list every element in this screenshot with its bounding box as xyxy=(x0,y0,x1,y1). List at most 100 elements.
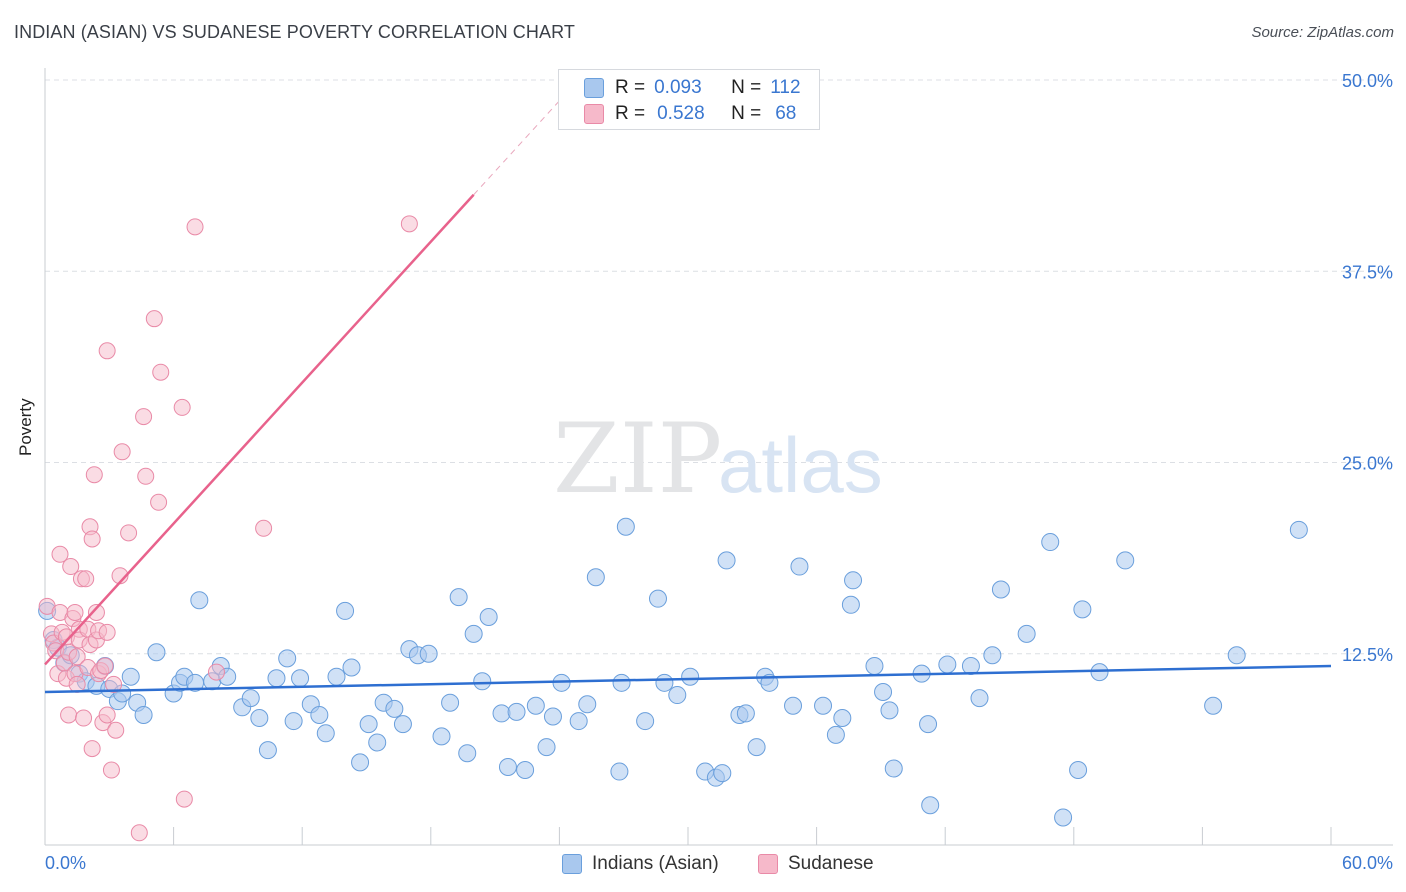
n-label: N = xyxy=(731,77,762,98)
point-indians xyxy=(419,644,438,663)
point-indians xyxy=(492,704,511,723)
point-indians xyxy=(284,712,303,731)
point-indians xyxy=(681,667,700,686)
point-indians xyxy=(543,707,562,726)
point-sudanese xyxy=(173,398,191,416)
point-indians xyxy=(1090,663,1109,682)
point-indians xyxy=(1116,551,1135,570)
point-indians xyxy=(736,704,755,723)
watermark-zip: ZIP xyxy=(553,403,722,515)
swatch-sudanese-icon xyxy=(584,104,604,124)
point-indians xyxy=(880,701,899,720)
point-sudanese xyxy=(105,675,123,693)
point-indians xyxy=(1227,646,1246,665)
y-tick-label: 12.5% xyxy=(1342,645,1393,665)
point-sudanese xyxy=(85,466,103,484)
watermark-atlas: atlas xyxy=(718,421,883,509)
point-indians xyxy=(385,699,404,718)
trendline-sudanese xyxy=(44,193,475,666)
point-indians xyxy=(826,725,845,744)
point-indians xyxy=(351,753,370,772)
point-indians xyxy=(393,715,412,734)
point-indians xyxy=(1069,761,1088,780)
point-indians xyxy=(636,712,655,731)
point-indians xyxy=(291,669,310,688)
legend-label-indians: Indians (Asian) xyxy=(592,853,719,874)
point-indians xyxy=(1017,624,1036,643)
point-indians xyxy=(747,738,766,757)
r-label: R = xyxy=(615,103,646,124)
point-indians xyxy=(668,686,687,705)
y-tick-label: 37.5% xyxy=(1342,262,1393,282)
legend-label-sudanese: Sudanese xyxy=(788,853,874,874)
point-indians xyxy=(991,580,1010,599)
point-indians xyxy=(278,649,297,668)
point-indians xyxy=(498,757,517,776)
point-indians xyxy=(833,709,852,728)
swatch-indians-icon xyxy=(584,78,604,98)
point-indians xyxy=(336,601,355,620)
x-tick-label-min: 0.0% xyxy=(45,853,86,873)
r-value-indians: 0.093 xyxy=(654,77,702,98)
watermark: ZIP atlas xyxy=(553,403,883,515)
point-indians xyxy=(250,709,269,728)
point-indians xyxy=(310,705,329,724)
trendlines xyxy=(44,79,1332,694)
point-indians xyxy=(865,656,884,675)
point-indians xyxy=(938,655,957,674)
point-indians xyxy=(449,588,468,607)
point-indians xyxy=(147,643,166,662)
point-indians xyxy=(790,557,809,576)
stats-row-indians: R = 0.093 N = 112 xyxy=(584,75,801,101)
point-sudanese xyxy=(83,740,101,758)
point-indians xyxy=(267,669,286,688)
point-indians xyxy=(526,696,545,715)
point-sudanese xyxy=(145,310,163,328)
point-indians xyxy=(983,646,1002,665)
point-sudanese xyxy=(150,493,168,511)
point-indians xyxy=(121,667,140,686)
point-sudanese xyxy=(98,623,116,641)
point-indians xyxy=(190,591,209,610)
point-indians xyxy=(586,568,605,587)
point-indians xyxy=(327,667,346,686)
n-value-indians: 112 xyxy=(770,77,801,98)
point-sudanese xyxy=(135,408,153,426)
point-indians xyxy=(441,693,460,712)
point-indians xyxy=(507,702,526,721)
point-sudanese xyxy=(77,570,95,588)
point-indians xyxy=(359,715,378,734)
point-sudanese xyxy=(255,519,273,537)
r-value-sudanese: 0.528 xyxy=(657,103,705,124)
n-value-sudanese: 68 xyxy=(775,103,797,124)
point-indians xyxy=(919,715,938,734)
point-indians xyxy=(844,571,863,590)
y-tick-label: 25.0% xyxy=(1342,454,1393,474)
point-indians xyxy=(610,762,629,781)
point-indians xyxy=(1073,600,1092,619)
point-indians xyxy=(241,689,260,708)
point-sudanese xyxy=(400,215,418,233)
point-sudanese xyxy=(152,363,170,381)
point-sudanese xyxy=(62,558,80,576)
point-sudanese xyxy=(207,663,225,681)
point-indians xyxy=(1289,520,1308,539)
point-indians xyxy=(473,672,492,691)
point-indians xyxy=(814,696,833,715)
point-indians xyxy=(841,595,860,614)
point-sudanese xyxy=(113,443,131,461)
axes xyxy=(44,68,1393,846)
point-indians xyxy=(970,689,989,708)
stats-legend: R = 0.093 N = 112 R = 0.528 N = 68 xyxy=(558,69,820,130)
point-sudanese xyxy=(98,706,116,724)
point-indians xyxy=(578,695,597,714)
point-sudanese xyxy=(102,761,120,779)
point-sudanese xyxy=(130,824,148,842)
legend-item-indians[interactable]: Indians (Asian) xyxy=(562,852,719,876)
point-sudanese xyxy=(68,648,86,666)
trendline-sudanese-extension xyxy=(473,79,579,196)
point-indians xyxy=(1204,696,1223,715)
legend-item-sudanese[interactable]: Sudanese xyxy=(758,852,874,876)
stats-row-sudanese: R = 0.528 N = 68 xyxy=(584,101,797,127)
point-indians xyxy=(717,551,736,570)
